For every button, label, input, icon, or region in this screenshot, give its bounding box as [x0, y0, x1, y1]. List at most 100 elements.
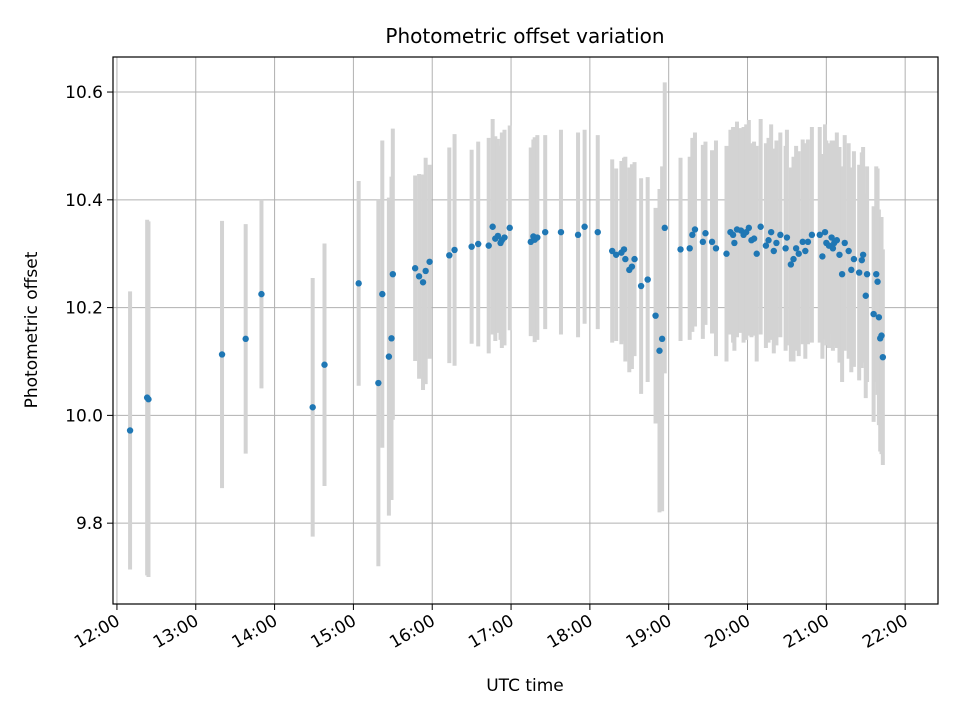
y-tick-label: 10.0: [65, 406, 103, 426]
x-axis-label: UTC time: [486, 676, 564, 696]
data-point: [708, 238, 716, 246]
data-point: [691, 226, 699, 233]
data-point: [622, 255, 629, 263]
data-point: [321, 361, 328, 368]
data-point: [878, 332, 885, 339]
data-point: [542, 228, 549, 236]
data-point: [686, 245, 693, 252]
data-point: [790, 255, 797, 263]
data-point: [836, 251, 843, 258]
data-point: [309, 404, 316, 411]
y-axis-label: Photometric offset: [22, 251, 42, 408]
data-point: [506, 224, 513, 232]
data-point: [628, 263, 636, 270]
data-point: [750, 235, 758, 242]
data-point: [355, 280, 362, 287]
data-point: [620, 246, 628, 253]
data-point: [773, 239, 780, 247]
data-point: [862, 292, 869, 299]
data-point: [612, 251, 620, 258]
data-point: [145, 396, 152, 403]
data-point: [808, 231, 816, 239]
data-point: [699, 238, 707, 246]
y-tick-label: 9.8: [76, 514, 103, 534]
data-point: [729, 231, 737, 239]
data-point: [426, 258, 433, 265]
data-point: [411, 265, 419, 272]
data-point: [753, 250, 760, 257]
data-point: [816, 231, 823, 239]
data-point: [795, 250, 802, 257]
data-point: [787, 261, 795, 268]
data-point: [677, 246, 684, 253]
data-point: [126, 427, 134, 434]
data-point: [767, 228, 775, 236]
data-points: [126, 223, 887, 434]
data-point: [242, 335, 249, 343]
data-point: [762, 242, 770, 249]
data-point: [534, 234, 541, 241]
data-point: [379, 290, 386, 298]
y-tick-label: 10.6: [65, 83, 103, 103]
data-point: [879, 353, 887, 361]
data-point: [218, 351, 226, 358]
data-point: [661, 224, 668, 232]
data-point: [385, 353, 393, 360]
data-point: [389, 270, 397, 278]
data-point: [870, 310, 877, 318]
data-point: [702, 230, 709, 237]
data-point: [819, 253, 826, 260]
data-point: [731, 239, 738, 247]
y-tick-label: 10.4: [65, 191, 103, 211]
data-point: [802, 247, 809, 255]
data-point: [489, 223, 496, 230]
data-point: [873, 270, 880, 278]
data-point: [845, 247, 852, 255]
data-point: [658, 335, 666, 343]
data-point: [841, 239, 848, 247]
data-point: [828, 234, 835, 241]
data-point: [770, 247, 777, 255]
data-point: [829, 245, 837, 252]
chart-title: Photometric offset variation: [385, 24, 664, 48]
data-point: [765, 237, 772, 244]
data-point: [689, 231, 696, 239]
data-point: [874, 278, 881, 285]
data-point: [468, 243, 475, 250]
data-point: [501, 234, 508, 241]
data-point: [557, 228, 565, 236]
data-point: [863, 270, 871, 278]
data-point: [422, 267, 429, 275]
data-point: [855, 269, 863, 276]
data-point: [799, 238, 806, 246]
data-point: [757, 223, 764, 230]
data-point: [581, 223, 588, 230]
data-point: [833, 237, 841, 244]
data-point: [415, 273, 423, 280]
data-point: [388, 335, 395, 342]
data-point: [782, 245, 789, 252]
data-point: [745, 224, 753, 232]
data-point: [574, 231, 582, 239]
data-point: [712, 245, 720, 252]
data-point: [494, 232, 502, 240]
data-point: [777, 231, 784, 239]
data-point: [804, 238, 812, 246]
data-point: [792, 245, 800, 252]
data-point: [375, 379, 382, 387]
data-point: [644, 276, 651, 283]
data-point: [783, 234, 791, 241]
data-point: [475, 240, 482, 248]
data-point: [821, 228, 829, 236]
data-point: [419, 279, 427, 286]
data-point: [451, 246, 458, 254]
data-point: [258, 290, 265, 298]
data-point: [859, 251, 867, 258]
data-point: [838, 270, 846, 278]
data-point: [848, 266, 855, 274]
data-point: [631, 255, 638, 263]
data-point: [652, 312, 659, 319]
data-point: [656, 347, 663, 354]
